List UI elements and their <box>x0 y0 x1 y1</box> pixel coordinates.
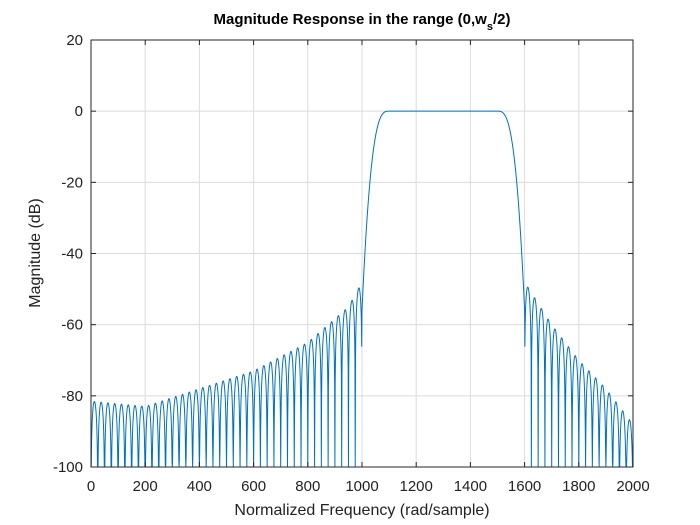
y-tick-label: 20 <box>66 32 83 49</box>
y-tick-label: 0 <box>75 103 83 120</box>
y-tick-label: -100 <box>53 459 83 476</box>
ticks: 0 200 400 600 800 1000 1200 1400 1600 1800 2000-10… <box>53 32 650 495</box>
y-axis-label: Magnitude (dB) <box>27 198 44 307</box>
chart-title: Magnitude Response in the range (0,ws/2) <box>213 11 510 33</box>
y-tick-label: -40 <box>61 246 83 263</box>
x-tick-label: 1400 <box>454 478 487 495</box>
x-tick-label: 1000 <box>345 478 378 495</box>
plot-area: 0 200 400 600 800 1000 1200 1400 1600 1800 2000-10… <box>53 32 650 495</box>
y-tick-label: -20 <box>61 174 83 191</box>
series-lines <box>91 110 633 467</box>
x-tick-label: 0 <box>87 478 95 495</box>
x-tick-label: 400 <box>187 478 212 495</box>
x-tick-label: 1800 <box>562 478 595 495</box>
x-tick-label: 2000 <box>616 478 649 495</box>
x-tick-label: 800 <box>295 478 320 495</box>
y-tick-label: -60 <box>61 317 83 334</box>
x-tick-label: 1200 <box>400 478 433 495</box>
y-tick-label: -80 <box>61 388 83 405</box>
x-tick-label: 200 <box>133 478 158 495</box>
x-tick-label: 1600 <box>508 478 541 495</box>
magnitude-line <box>91 110 633 467</box>
x-axis-label: Normalized Frequency (rad/sample) <box>234 502 489 519</box>
x-tick-label: 600 <box>241 478 266 495</box>
